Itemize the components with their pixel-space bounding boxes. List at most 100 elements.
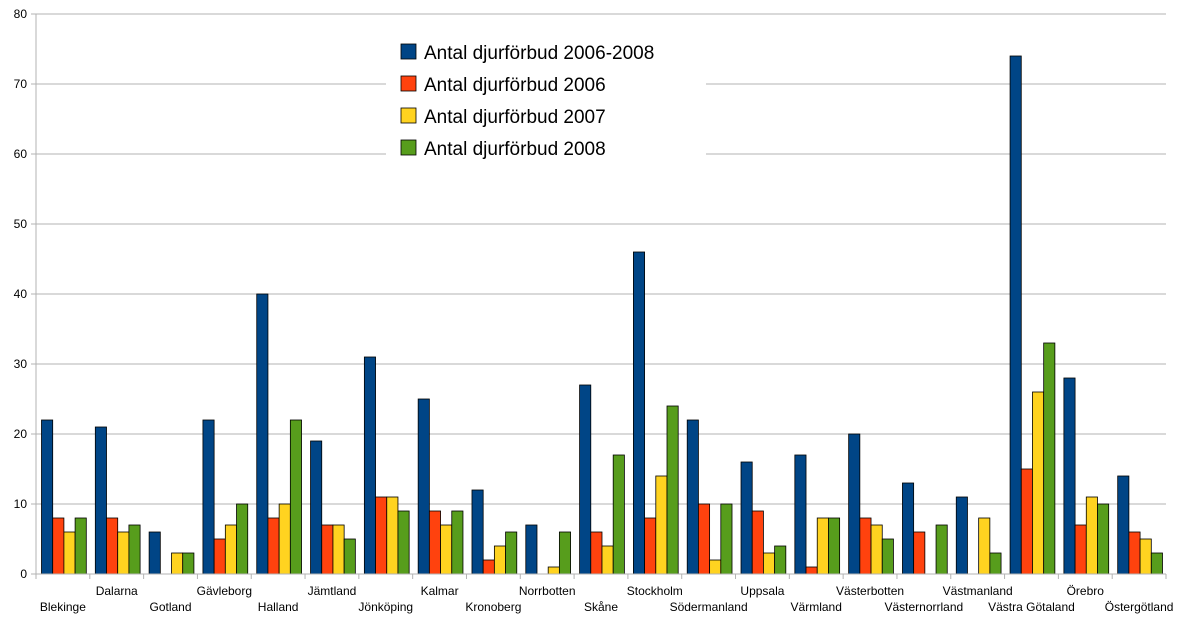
bar [310, 440, 323, 575]
bar [881, 538, 894, 575]
bar [106, 517, 119, 575]
bar [363, 356, 376, 575]
bar [493, 545, 506, 575]
bar [1128, 531, 1141, 575]
y-tick-label: 30 [14, 357, 28, 371]
bar [451, 510, 464, 575]
x-category-label: Stockholm [627, 584, 683, 598]
x-axis-labels: Blekinge Dalarna Gotland Gävleborg Halland Jä… [40, 584, 1174, 614]
bar [397, 510, 410, 575]
y-tick-label: 10 [14, 497, 28, 511]
bar [633, 251, 646, 575]
bar [978, 517, 991, 575]
y-tick-label: 0 [20, 567, 27, 581]
bar [202, 419, 215, 575]
x-category-label: Gävleborg [197, 584, 252, 598]
bar [52, 517, 65, 575]
x-category-label: Kronoberg [465, 600, 521, 614]
bar [1020, 468, 1033, 575]
bar [1097, 503, 1110, 575]
x-category-label: Värmland [791, 600, 842, 614]
bar [655, 475, 668, 575]
bar [94, 426, 107, 575]
bar [1032, 391, 1045, 575]
x-category-label: Västernorrland [884, 600, 963, 614]
bar [343, 538, 356, 575]
x-category-label: Uppsala [740, 584, 784, 598]
legend-label: Antal djurförbud 2007 [424, 107, 606, 128]
y-tick-label: 20 [14, 427, 28, 441]
bar [278, 503, 291, 575]
bar [386, 496, 399, 575]
bar [698, 503, 711, 575]
x-category-label: Jämtland [308, 584, 357, 598]
bar [375, 496, 388, 575]
bar [751, 510, 764, 575]
bar [289, 419, 302, 575]
bar [1150, 552, 1163, 575]
legend-label: Antal djurförbud 2006 [424, 75, 606, 96]
y-tick-label: 50 [14, 217, 28, 231]
bar [1074, 524, 1087, 575]
bar [763, 552, 776, 575]
bar [859, 517, 872, 575]
bar [41, 419, 54, 575]
x-category-label: Västra Götaland [988, 600, 1075, 614]
y-tick-label: 80 [14, 7, 28, 21]
legend: Antal djurförbud 2006-2008 Antal djurförb… [386, 30, 706, 160]
bar [774, 545, 787, 575]
x-category-label: Jönköping [358, 600, 413, 614]
bar [482, 559, 495, 575]
bar [709, 559, 722, 575]
bar [148, 531, 161, 575]
x-category-label: Södermanland [670, 600, 748, 614]
bar [601, 545, 614, 575]
x-category-label: Västerbotten [836, 584, 904, 598]
bar [236, 503, 249, 575]
legend-box [386, 30, 706, 158]
bar [224, 524, 237, 575]
y-tick-label: 60 [14, 147, 28, 161]
x-category-label: Östergötland [1105, 600, 1174, 614]
bar [117, 531, 130, 575]
bar [558, 531, 571, 575]
bar [828, 517, 841, 575]
bar [805, 566, 818, 575]
bar [913, 531, 926, 575]
bars [41, 55, 1163, 575]
bar [816, 517, 829, 575]
bar [740, 461, 753, 575]
bar [666, 405, 679, 575]
bar [547, 566, 560, 575]
bar [63, 531, 76, 575]
x-category-label: Blekinge [40, 600, 86, 614]
legend-swatch [400, 107, 417, 124]
y-tick-label: 40 [14, 287, 28, 301]
bar [440, 524, 453, 575]
bar [935, 524, 948, 575]
x-category-label: Örebro [1067, 584, 1105, 598]
bar [128, 524, 141, 575]
bar [267, 517, 280, 575]
bar [74, 517, 87, 575]
x-category-label: Västmanland [943, 584, 1013, 598]
x-category-label: Dalarna [96, 584, 138, 598]
legend-swatch [400, 43, 417, 60]
bar [590, 531, 603, 575]
legend-label: Antal djurförbud 2006-2008 [424, 43, 654, 64]
bar [213, 538, 226, 575]
bar [1085, 496, 1098, 575]
bar [644, 517, 657, 575]
bar [505, 531, 518, 575]
bar [848, 433, 861, 575]
bar [256, 293, 269, 575]
legend-label: Antal djurförbud 2008 [424, 139, 606, 160]
bar [171, 552, 184, 575]
bar [428, 510, 441, 575]
bar [525, 524, 538, 575]
x-category-label: Skåne [584, 600, 618, 614]
bar [417, 398, 430, 575]
legend-swatch [400, 139, 417, 156]
